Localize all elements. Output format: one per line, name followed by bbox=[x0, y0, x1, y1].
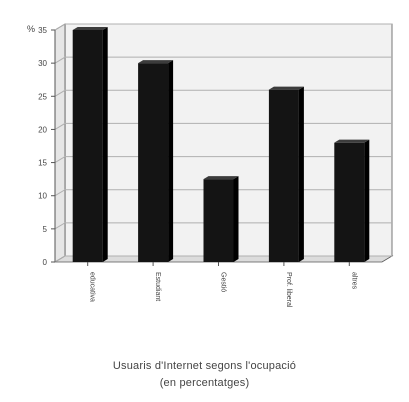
bar-top bbox=[334, 139, 370, 143]
bars bbox=[72, 27, 370, 263]
bar-side bbox=[233, 176, 239, 262]
y-tick-label: 20 bbox=[38, 125, 47, 134]
bar-side bbox=[168, 60, 174, 263]
bar-front bbox=[72, 30, 103, 262]
bar bbox=[334, 139, 370, 262]
bar-top bbox=[138, 60, 174, 64]
y-axis: 0 5 10 15 20 25 30 35% bbox=[27, 24, 56, 267]
x-tick-label: altres bbox=[350, 272, 357, 290]
x-tick-label: educativa bbox=[89, 272, 96, 302]
y-tick-label: 35 bbox=[38, 26, 47, 35]
chart-subtitle: (en percentatges) bbox=[159, 377, 250, 389]
bar-top bbox=[203, 176, 239, 180]
bar-top bbox=[268, 86, 304, 90]
y-tick-label: 30 bbox=[38, 59, 47, 68]
y-tick-label: 5 bbox=[43, 225, 48, 234]
bar-side bbox=[298, 86, 304, 263]
bar-side bbox=[364, 139, 370, 262]
x-axis-labels: educativa Estudiant Gestió Prof. liberal alt… bbox=[87, 262, 357, 308]
bar bbox=[203, 176, 239, 262]
bar-front bbox=[203, 179, 234, 262]
x-tick-label: Estudiant bbox=[154, 272, 161, 301]
gridline bbox=[54, 56, 392, 64]
y-tick-label: 25 bbox=[38, 92, 47, 101]
bar-front bbox=[334, 142, 365, 262]
chart-title: Usuaris d'Internet segons l'ocupació bbox=[112, 360, 297, 372]
bar bbox=[268, 86, 304, 263]
bar bbox=[72, 27, 108, 262]
y-tick-label: 15 bbox=[38, 159, 47, 168]
x-tick-label: Gestió bbox=[220, 272, 227, 292]
bar-top bbox=[72, 27, 108, 30]
y-tick-label: 0 bbox=[43, 258, 48, 267]
bar bbox=[138, 60, 174, 263]
x-tick-label: Prof. liberal bbox=[285, 272, 292, 308]
bar-side bbox=[102, 27, 108, 262]
gridline bbox=[54, 23, 392, 31]
bar-front bbox=[138, 63, 169, 263]
bar-front bbox=[268, 89, 299, 263]
y-unit-label: % bbox=[27, 24, 35, 34]
y-tick-label: 10 bbox=[38, 192, 47, 201]
